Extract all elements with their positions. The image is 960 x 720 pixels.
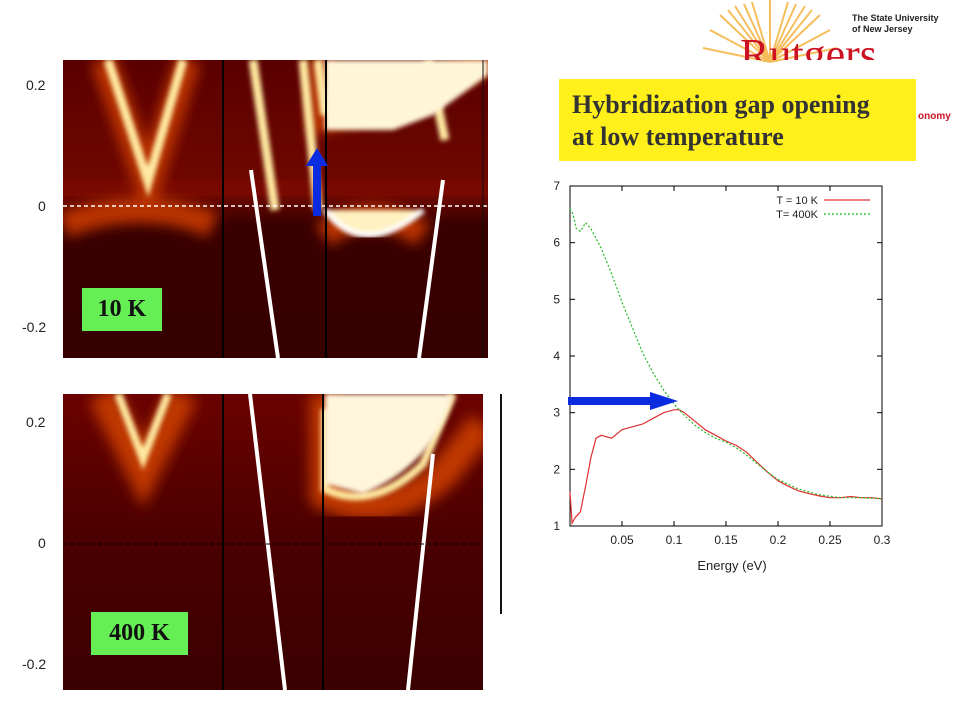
up-arrow-icon [306, 148, 328, 216]
title-line1: Hybridization gap opening [572, 90, 870, 119]
x-tick-label: 0.15 [714, 533, 738, 547]
y-tick-label: 3 [553, 406, 560, 420]
rutgers-logo: The State University of New Jersey Rutge… [700, 0, 960, 130]
right-arrow-icon [568, 392, 678, 410]
department-fragment: onomy [918, 111, 951, 122]
x-tick-label: 0.1 [666, 533, 683, 547]
y-tick-label: 2 [553, 462, 560, 476]
rutgers-wordmark-clip: Rutgers [740, 30, 960, 60]
x-tick-label: 0.25 [818, 533, 842, 547]
y-tick-label: 1 [553, 519, 560, 533]
rutgers-wordmark: Rutgers [740, 30, 877, 60]
x-tick-label: 0.3 [874, 533, 891, 547]
y-tick-label: 0.2 [26, 77, 46, 93]
sunburst-emblem [702, 0, 838, 63]
university-name-line2: of New Jersey [852, 24, 913, 34]
temperature-label-10k: 10 K [82, 288, 162, 331]
y-tick-label: 0 [38, 535, 46, 551]
y-tick-label: 0 [38, 198, 46, 214]
heatmap-10k [63, 60, 488, 358]
university-name-line1: The State University [852, 13, 939, 23]
y-tick-label: 6 [553, 236, 560, 250]
y-tick-label: 5 [553, 292, 560, 306]
y-tick-label: 0.2 [26, 414, 46, 430]
x-tick-label: 0.05 [610, 533, 634, 547]
temperature-label-400k: 400 K [91, 612, 188, 655]
x-axis-label: Energy (eV) [697, 558, 766, 573]
y-tick-label: 4 [553, 349, 560, 363]
title-box: Hybridization gap opening at low tempera… [559, 79, 916, 161]
series-line-400k [569, 208, 883, 500]
divider-line [500, 394, 502, 614]
plot-frame [569, 185, 883, 527]
y-tick-label: 7 [553, 179, 560, 193]
university-name: The State University of New Jersey [852, 13, 939, 35]
y-tick-label: -0.2 [22, 656, 47, 672]
x-tick-label: 0.2 [770, 533, 787, 547]
conductivity-chart: 1 2 3 4 5 6 7 0.05 0.1 0.15 0.2 0.25 0.3 Energy (eV) T… [553, 179, 891, 573]
y-tick-label: -0.2 [22, 319, 47, 335]
legend-label: T= 400K [776, 209, 819, 221]
legend-label: T = 10 K [776, 195, 818, 207]
series-line-10k [569, 409, 883, 526]
title-line2: at low temperature [572, 122, 784, 151]
